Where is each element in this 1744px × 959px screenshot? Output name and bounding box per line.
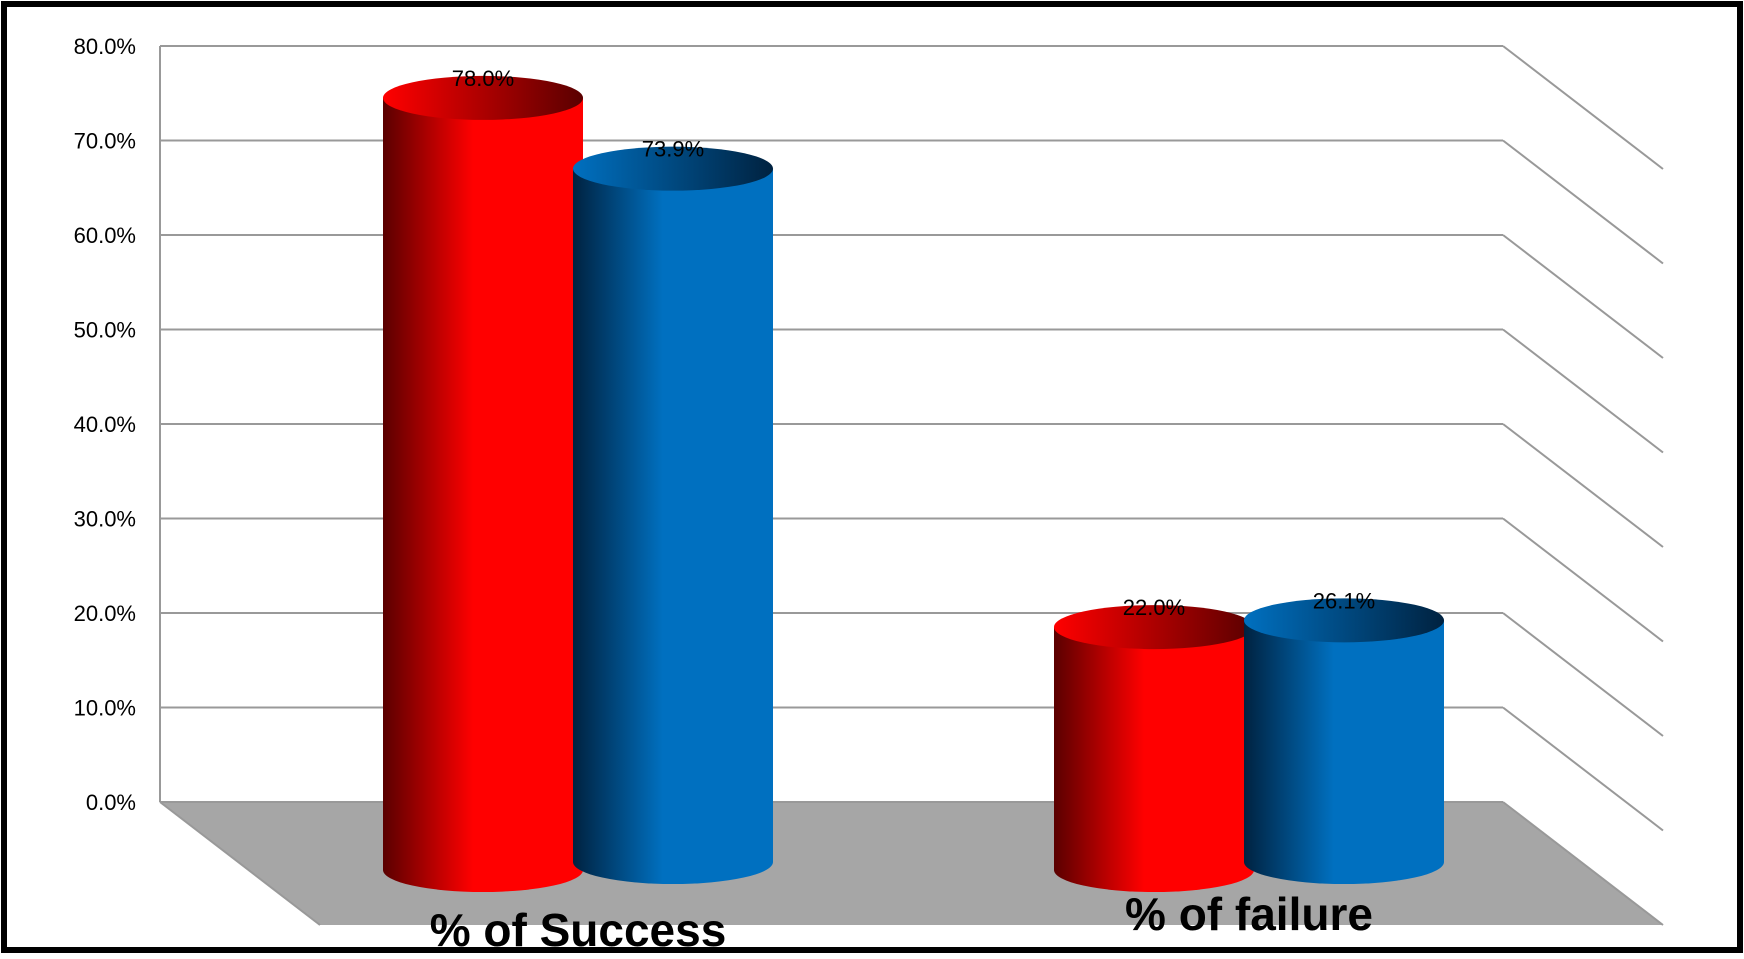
y-tick-label: 20.0% bbox=[74, 601, 136, 626]
cylinder-body bbox=[573, 168, 773, 884]
y-tick-label: 60.0% bbox=[74, 223, 136, 248]
data-label: 78.0% bbox=[452, 66, 514, 91]
gridline-side bbox=[1502, 517, 1664, 643]
cylinder-body bbox=[1054, 627, 1254, 892]
cylinder-top bbox=[573, 146, 773, 191]
cylinder-body bbox=[383, 97, 583, 892]
gridline-side bbox=[1502, 423, 1664, 548]
y-axis: 0.0% 10.0% 20.0% 30.0% 40.0% 50.0% 60.0% 70.0% 8… bbox=[74, 34, 321, 926]
bars bbox=[383, 75, 1444, 892]
gridline-side bbox=[1502, 328, 1664, 454]
cylinder-top bbox=[1244, 598, 1444, 643]
y-tick-label: 50.0% bbox=[74, 318, 136, 343]
gridline-side bbox=[1502, 612, 1664, 737]
y-tick-label: 70.0% bbox=[74, 129, 136, 154]
data-labels: 78.0% 73.9% 22.0% 26.1% bbox=[452, 66, 1375, 620]
category-labels: % of Success % of failure bbox=[430, 888, 1373, 956]
gridline-side bbox=[1502, 45, 1664, 170]
gridline-side bbox=[1502, 706, 1664, 832]
y-tick-label: 10.0% bbox=[74, 696, 136, 721]
gridline-side bbox=[1502, 234, 1664, 359]
y-tick-label: 0.0% bbox=[86, 790, 136, 815]
cylinder-top bbox=[383, 75, 583, 120]
cylinder-body bbox=[1244, 620, 1444, 884]
y-tick-label: 40.0% bbox=[74, 412, 136, 437]
data-label: 26.1% bbox=[1313, 588, 1375, 613]
y-tick-label: 30.0% bbox=[74, 507, 136, 532]
cylinder-top bbox=[1054, 605, 1254, 650]
data-label: 22.0% bbox=[1123, 595, 1185, 620]
data-label: 73.9% bbox=[642, 137, 704, 162]
gridline-side bbox=[1502, 801, 1664, 926]
gridline-side bbox=[1502, 139, 1664, 265]
floor-edge-left bbox=[159, 801, 321, 926]
category-label: % of failure bbox=[1125, 888, 1373, 940]
y-tick-label: 80.0% bbox=[74, 34, 136, 59]
category-label: % of Success bbox=[430, 904, 727, 954]
